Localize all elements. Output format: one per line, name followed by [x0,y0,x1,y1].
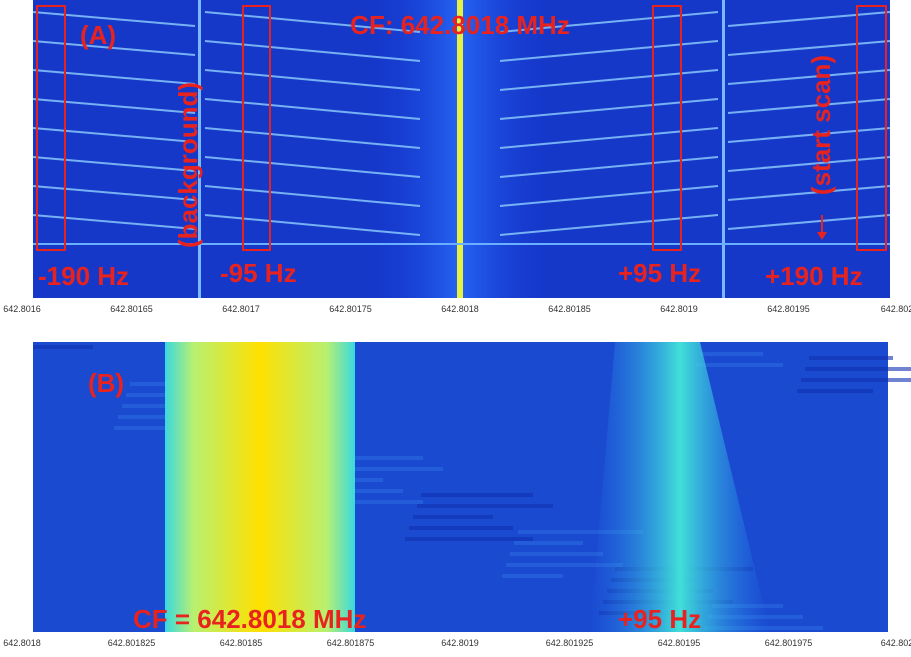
x-tick-label: 642.801875 [327,638,375,648]
streak [727,40,891,56]
streak [204,185,421,207]
x-tick-label: 642.8019 [441,638,479,648]
vline [198,0,201,298]
texture-streak [409,526,513,530]
texture-streak [33,345,93,349]
panel-label: (A) [80,20,116,50]
texture-streak [696,363,783,367]
texture-streak [308,500,423,504]
streak [204,11,421,33]
streak [727,127,891,143]
texture-streak [801,378,911,382]
vline [722,0,725,298]
x-tick-label: 642.8017 [222,304,260,314]
streak [32,214,196,230]
streak [727,98,891,114]
streak [32,69,196,85]
x-tick-label: 642.80175 [329,304,372,314]
texture-streak [312,489,403,493]
x-tick-label: 642.802 [881,304,911,314]
streak [204,69,421,91]
texture-streak [506,563,623,567]
streak [204,156,421,178]
x-tick-label: 642.80185 [548,304,591,314]
streak [204,98,421,120]
texture-streak [405,537,533,541]
boxes [36,5,887,251]
texture-streak [797,389,873,393]
streak [32,156,196,172]
texture-streak [805,367,911,371]
annotation: +95 Hz [618,604,701,634]
x-tick-label: 642.801975 [765,638,813,648]
x-tick-label: 642.801925 [546,638,594,648]
texture-streak [518,530,643,534]
annotation: CF: 642.8018 MHz [350,10,570,40]
texture-streak [502,574,563,578]
panel-label: (B) [88,368,124,398]
texture-streak [809,356,893,360]
streak [32,98,196,114]
streak [204,127,421,149]
texture-streak [514,541,583,545]
sideband [590,342,770,632]
x-tick-label: 642.80185 [220,638,263,648]
panel-b: (B) CF = 642.8018 MHz +95 Hz [33,342,911,634]
streak [727,69,891,85]
streak [727,11,891,27]
annotation: -190 Hz [38,261,129,291]
texture-streak [510,552,603,556]
annotation: +190 Hz [765,261,863,291]
streak [32,185,196,201]
annotation: -95 Hz [220,258,297,288]
x-tick-label: 642.802 [881,638,911,648]
texture-streak [421,493,533,497]
x-tick-label: 642.80195 [767,304,810,314]
streak [727,214,891,230]
carrier-band [165,342,355,632]
texture-streak [413,515,493,519]
annotation: +95 Hz [618,258,701,288]
x-tick-label: 642.801825 [108,638,156,648]
streak [204,40,421,62]
streak [204,214,421,236]
texture-streak [700,352,763,356]
x-tick-label: 642.80165 [110,304,153,314]
annotation: (start scan) [806,55,836,195]
x-tick-label: 642.8019 [660,304,698,314]
x-tick-label: 642.80195 [658,638,701,648]
streaks [32,11,891,236]
streak [32,11,196,27]
streak [32,127,196,143]
panel-a: (A) CF: 642.8018 MHz (background) (start… [32,0,891,298]
carrier-line [457,0,463,298]
arrow-head [817,232,827,240]
streak [727,185,891,201]
x-tick-label: 642.8016 [3,304,41,314]
texture-streak [114,426,203,430]
streak [727,156,891,172]
texture-streak [118,415,183,419]
annotation: CF = 642.8018 MHz [133,604,366,634]
annotation: (background) [173,82,203,248]
x-tick-label: 642.8018 [441,304,479,314]
texture-streak [417,504,553,508]
x-tick-label: 642.8018 [3,638,41,648]
texture-streak [324,456,423,460]
streak [32,40,196,56]
texture-streak [320,467,443,471]
